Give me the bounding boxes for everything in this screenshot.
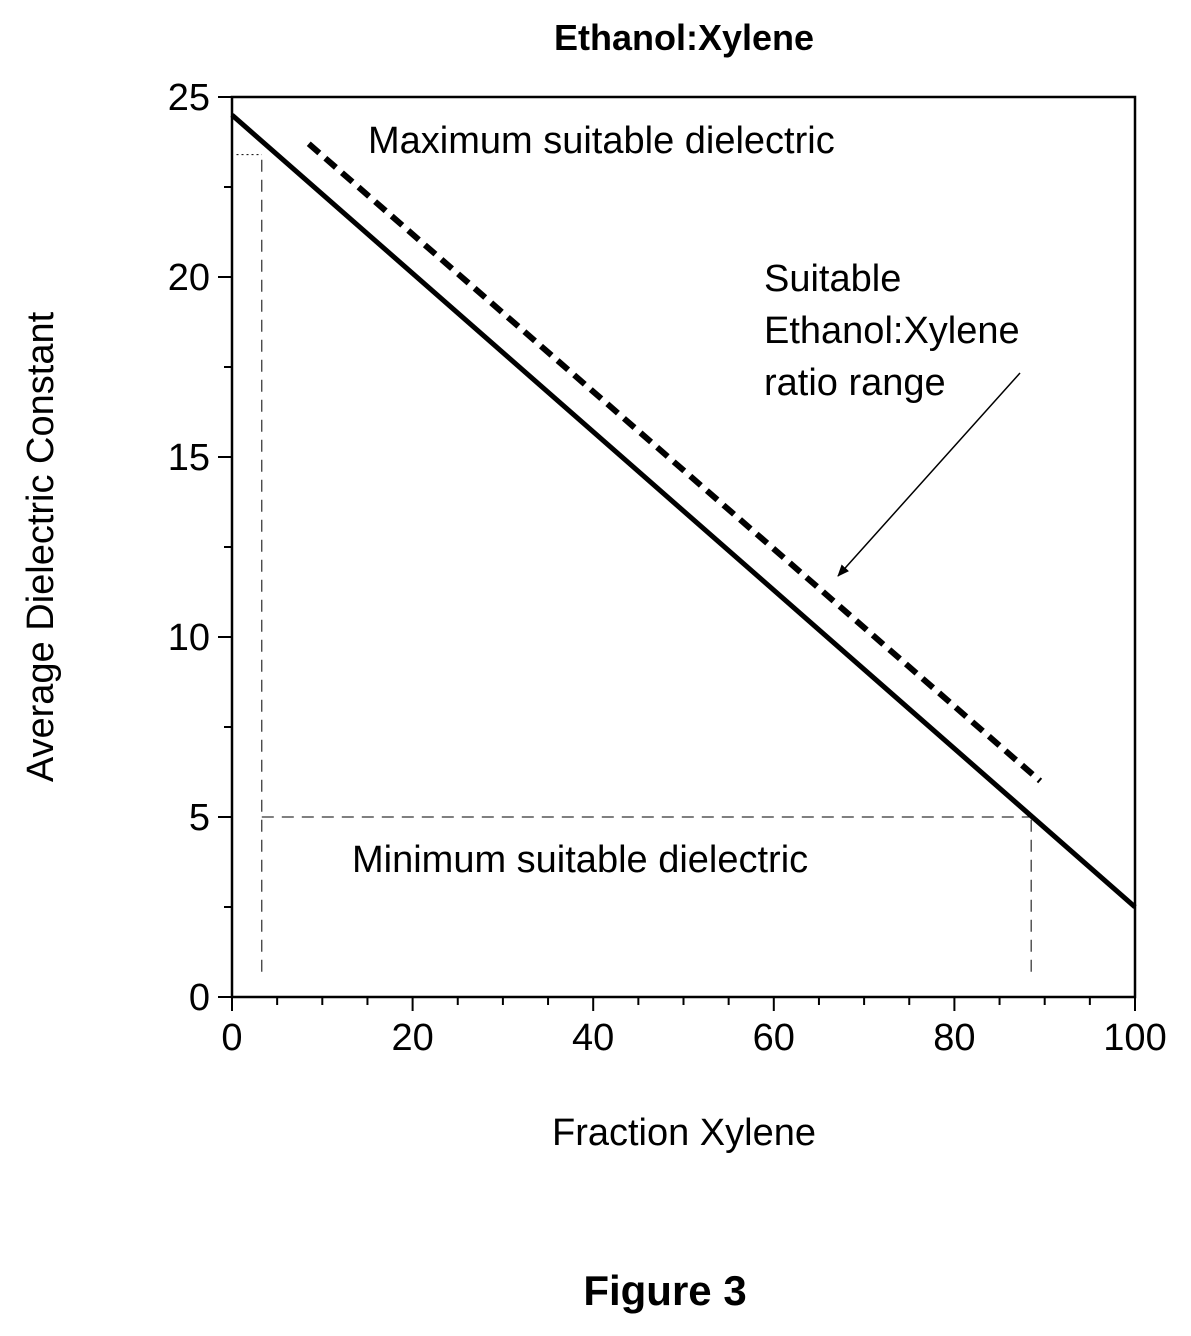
annotation-range-line-1: Suitable	[764, 258, 901, 300]
series-layer	[230, 113, 1137, 909]
annotation-arrow	[837, 372, 1021, 577]
y-tick-label: 15	[168, 437, 210, 479]
plot-area: 0 20 40 60 80 100 0 5 10 15 20 25	[168, 77, 1167, 1059]
x-tick-label: 100	[1103, 1017, 1166, 1059]
annotation-max: Maximum suitable dielectric	[368, 120, 835, 162]
y-tick-label: 5	[189, 797, 210, 839]
figure-caption: Figure 3	[583, 1267, 746, 1314]
y-tick-label: 25	[168, 77, 210, 119]
reference-lines	[236, 154, 1032, 972]
x-tick-label: 60	[753, 1017, 795, 1059]
y-tick-label: 0	[189, 977, 210, 1019]
y-tick-label: 10	[168, 617, 210, 659]
series-line-solid	[230, 113, 1137, 909]
annotation-min: Minimum suitable dielectric	[352, 839, 808, 881]
x-tick-label: 40	[572, 1017, 614, 1059]
x-tick-label: 80	[933, 1017, 975, 1059]
x-axis-label: Fraction Xylene	[552, 1112, 816, 1154]
y-tick-label: 20	[168, 257, 210, 299]
annotation-range-line-2: Ethanol:Xylene	[764, 310, 1020, 352]
y-axis-label: Average Dielectric Constant	[20, 311, 62, 782]
chart-title: Ethanol:Xylene	[554, 17, 814, 58]
ticks-layer: 0 20 40 60 80 100 0 5 10 15 20 25	[168, 77, 1167, 1059]
x-tick-label: 20	[391, 1017, 433, 1059]
annotation-range-line-3: ratio range	[764, 362, 946, 404]
x-tick-label: 0	[221, 1017, 242, 1059]
series-line-dashed	[306, 141, 1043, 784]
